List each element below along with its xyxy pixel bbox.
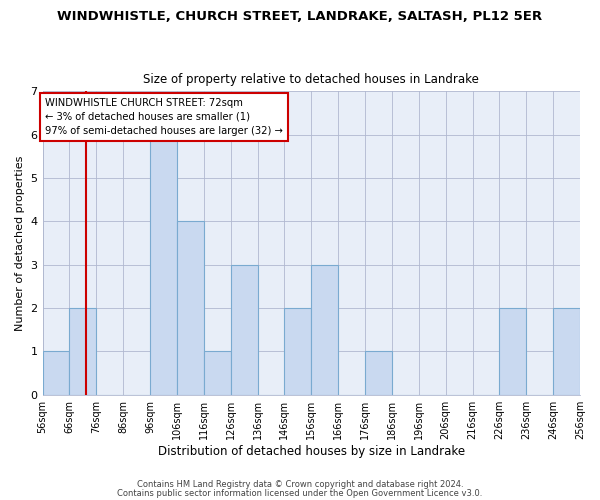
Bar (284, 308, 311, 394)
Text: Contains public sector information licensed under the Open Government Licence v3: Contains public sector information licen… (118, 488, 482, 498)
Y-axis label: Number of detached properties: Number of detached properties (15, 156, 25, 330)
Bar (499, 308, 526, 394)
Bar (311, 264, 338, 394)
Title: Size of property relative to detached houses in Landrake: Size of property relative to detached ho… (143, 73, 479, 86)
Bar (365, 352, 392, 395)
Bar (43, 352, 70, 395)
Bar (150, 134, 177, 394)
Text: WINDWHISTLE, CHURCH STREET, LANDRAKE, SALTASH, PL12 5ER: WINDWHISTLE, CHURCH STREET, LANDRAKE, SA… (58, 10, 542, 23)
Text: Contains HM Land Registry data © Crown copyright and database right 2024.: Contains HM Land Registry data © Crown c… (137, 480, 463, 489)
X-axis label: Distribution of detached houses by size in Landrake: Distribution of detached houses by size … (158, 444, 465, 458)
Bar (553, 308, 580, 394)
Bar (204, 352, 230, 395)
Text: WINDWHISTLE CHURCH STREET: 72sqm
← 3% of detached houses are smaller (1)
97% of : WINDWHISTLE CHURCH STREET: 72sqm ← 3% of… (45, 98, 283, 136)
Bar (70, 308, 96, 394)
Bar (230, 264, 257, 394)
Bar (177, 222, 204, 394)
